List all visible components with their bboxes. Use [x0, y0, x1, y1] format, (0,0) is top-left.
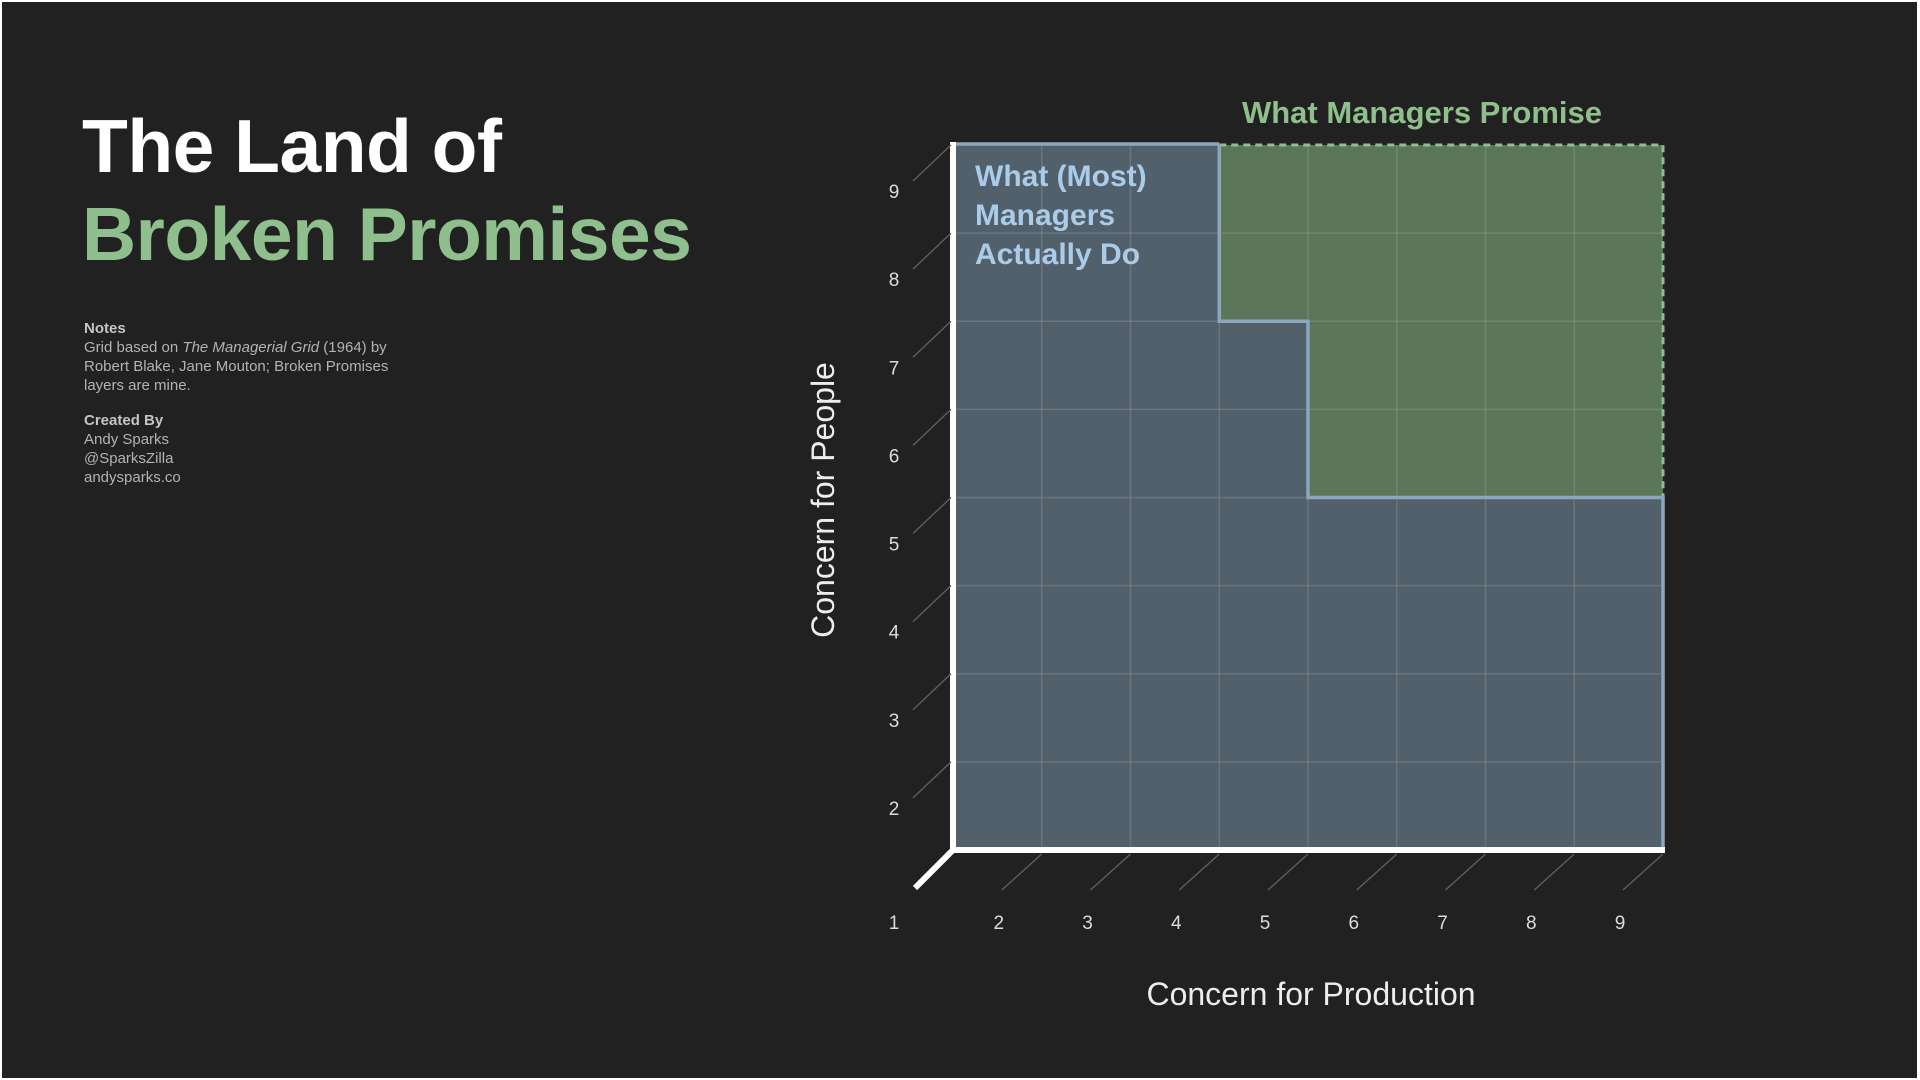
notes-block: Notes Grid based on The Managerial Grid …	[84, 319, 414, 487]
x-tick-label: 7	[1437, 913, 1448, 934]
x-tick-mark	[1001, 853, 1043, 891]
x-tick-label: 3	[1082, 913, 1093, 934]
y-tick-label: 2	[889, 799, 900, 820]
y-tick-label: 3	[889, 711, 900, 732]
x-tick-label: 8	[1526, 913, 1537, 934]
y-tick-label: 9	[889, 182, 900, 203]
author-handle: @SparksZilla	[84, 450, 174, 467]
page-title: The Land of Broken Promises	[82, 102, 692, 278]
notes-text-after: (1964) by Robert Blake, Jane Mouton; Bro…	[84, 339, 389, 394]
x-tick-label: 6	[1348, 913, 1359, 934]
region-promise-label: What Managers Promise	[1242, 95, 1602, 130]
x-tick-label: 4	[1171, 913, 1182, 934]
y-tick-label: 6	[889, 446, 900, 467]
author-website: andysparks.co	[84, 469, 181, 486]
x-tick-label: 2	[993, 913, 1004, 934]
region-promise-dashed-border	[1219, 143, 1665, 498]
region-promise-fill	[1219, 145, 1663, 498]
x-tick-mark	[1445, 853, 1486, 891]
region-actual-label-line: Managers	[975, 199, 1115, 232]
notes-text: Grid based on The Managerial Grid (1964)…	[84, 338, 414, 395]
y-tick-mark	[912, 232, 952, 270]
y-tick-mark	[912, 144, 952, 182]
y-tick-label: 7	[889, 358, 900, 379]
author-name: Andy Sparks	[84, 431, 170, 448]
x-tick-mark	[1533, 853, 1575, 891]
x-tick-label: 9	[1615, 913, 1626, 934]
title-line-1: The Land of	[82, 104, 502, 188]
x-axis-title: Concern for Production	[1146, 976, 1475, 1012]
axis-origin-diagonal	[912, 847, 956, 891]
x-tick-mark	[1267, 853, 1309, 891]
region-actual-label-line: What (Most)	[975, 160, 1147, 193]
region-actual-outline	[1217, 145, 1665, 850]
y-tick-mark	[912, 585, 952, 623]
notes-heading: Notes	[84, 320, 126, 337]
y-tick-mark	[912, 320, 952, 358]
y-tick-mark	[912, 761, 952, 799]
y-tick-label: 5	[889, 535, 900, 556]
created-by-heading: Created By	[84, 412, 164, 429]
x-tick-label: 5	[1260, 913, 1271, 934]
title-line-2: Broken Promises	[82, 192, 692, 276]
y-tick-mark	[912, 408, 952, 446]
y-tick-label: 4	[889, 623, 900, 644]
x-tick-mark	[1178, 853, 1220, 891]
y-tick-mark	[912, 496, 952, 535]
origin-label: 1	[889, 913, 900, 934]
x-tick-mark	[1356, 853, 1398, 891]
x-tick-mark	[1090, 853, 1131, 891]
region-actual-label-line: Actually Do	[975, 238, 1140, 271]
notes-text-before: Grid based on	[84, 339, 183, 356]
y-axis-title: Concern for People	[805, 362, 841, 638]
y-tick-mark	[912, 673, 952, 711]
x-tick-mark	[1622, 853, 1664, 891]
notes-book-title: The Managerial Grid	[182, 339, 320, 356]
y-tick-label: 8	[889, 270, 900, 291]
